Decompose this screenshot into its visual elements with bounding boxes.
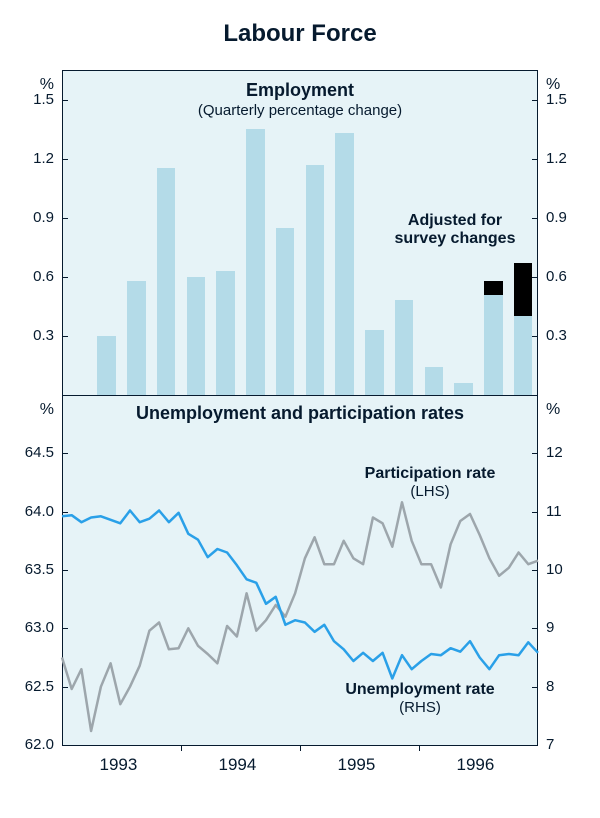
unemployment-label: Unemployment rate(RHS): [310, 681, 530, 718]
participation-label: Participation rate(LHS): [330, 465, 530, 502]
